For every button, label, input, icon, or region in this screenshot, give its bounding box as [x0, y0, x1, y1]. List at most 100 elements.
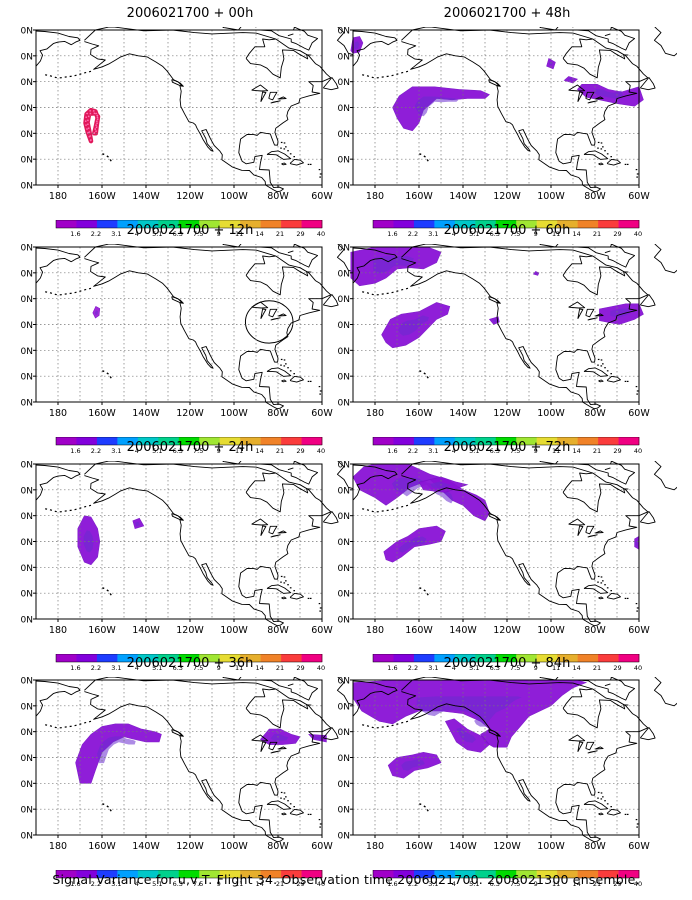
colorbar-label: 14	[572, 447, 580, 455]
lon-label: 140W	[132, 191, 160, 202]
caribbean-island	[597, 147, 599, 149]
colorbar-swatch	[96, 437, 118, 445]
caribbean-island	[283, 576, 286, 578]
caribbean-island	[636, 173, 639, 175]
lat-label: 20N	[337, 156, 350, 166]
colorbar-label: 4	[452, 230, 456, 238]
coastline-island	[266, 584, 292, 594]
coastline-island	[266, 150, 292, 160]
coastline-island	[289, 592, 304, 600]
lat-label: 50N	[337, 728, 350, 738]
great-lake	[268, 91, 278, 101]
caribbean-island	[283, 148, 286, 150]
colorbar-swatch	[516, 437, 537, 445]
great-lake	[278, 746, 287, 750]
colorbar: 1.6 2.2 3.1 4 5.1 6.3 7.5 9 11 14 21 29 40	[372, 654, 642, 672]
colorbar-swatch	[577, 437, 599, 445]
colorbar-frame	[372, 654, 640, 663]
plot-area	[36, 247, 322, 402]
coastline-island	[583, 367, 609, 377]
great-lake	[587, 534, 598, 538]
signal-variance-core	[313, 736, 322, 740]
caribbean-island	[626, 597, 629, 600]
lat-label: 30N	[20, 564, 33, 574]
plot-area	[36, 30, 322, 185]
caribbean-island	[602, 580, 604, 582]
signal-variance-core	[401, 759, 425, 771]
coastline-greenland	[609, 244, 677, 274]
colorbar-swatch	[260, 437, 282, 445]
caribbean-island	[319, 823, 322, 825]
great-lake	[260, 525, 267, 537]
lat-label: 10N	[337, 832, 350, 842]
caribbean-island	[636, 826, 638, 828]
caribbean-island	[307, 163, 310, 166]
lon-label: 160W	[88, 841, 116, 852]
caribbean-island	[309, 380, 312, 383]
lat-label: 10N	[20, 182, 33, 192]
great-lake	[577, 741, 584, 753]
coastline-baffin-inlet	[287, 467, 294, 471]
colorbar-label: 21	[276, 230, 284, 238]
lon-label: 80W	[584, 625, 606, 636]
lon-label: 180	[366, 841, 384, 852]
caribbean-island	[318, 818, 321, 821]
caribbean-island	[610, 373, 612, 375]
colorbar-label: 21	[276, 447, 284, 455]
colorbar-swatch	[178, 437, 200, 445]
colorbar-swatch	[495, 220, 517, 228]
map-12h: 10N 20N 30N 40N 50N 60N 70N 180 160W 140W 120W 100W…	[20, 244, 360, 419]
lat-label: 20N	[337, 806, 350, 816]
colorbar-swatch	[577, 870, 599, 878]
coastline-north-america	[84, 27, 332, 193]
panel-title: 2006021700 + 36h	[126, 656, 254, 671]
map-panel-72h: 2006021700 + 72h 10N 20N 30N 40N 50N 60N 70N 18…	[337, 440, 677, 672]
colorbar-swatch	[516, 654, 537, 662]
colorbar-swatch	[158, 870, 180, 878]
colorbar-swatch	[434, 870, 456, 878]
lon-label: 80W	[267, 625, 289, 636]
colorbar-swatch	[516, 870, 537, 878]
colorbar-swatch	[281, 220, 302, 228]
colorbar-label: 4	[452, 880, 456, 888]
arctic-island	[539, 461, 559, 465]
colorbar-label: 5.1	[152, 447, 162, 455]
lon-label: 60W	[311, 841, 333, 852]
colorbar-swatch	[76, 437, 98, 445]
lat-label: 40N	[20, 538, 33, 548]
hawaiian-islands	[418, 370, 429, 379]
caribbean-island	[610, 156, 612, 158]
caribbean-island	[283, 359, 286, 361]
caribbean-island	[635, 602, 638, 605]
colorbar-label: 1.6	[387, 880, 397, 888]
caribbean-island	[319, 607, 322, 609]
colorbar-label: 29	[613, 230, 621, 238]
lon-label: 120W	[493, 841, 521, 852]
caribbean-island	[283, 365, 286, 367]
caribbean-island	[319, 173, 322, 175]
colorbar-label: 2.2	[91, 880, 101, 888]
colorbar-label: 5.1	[469, 664, 479, 672]
great-lake	[268, 525, 278, 535]
aleutian-islands	[42, 70, 92, 79]
signal-variance-core	[373, 256, 414, 274]
coastline-island	[488, 513, 500, 521]
map-24h: 10N 20N 30N 40N 50N 60N 70N 180 160W 140W 120W 100W…	[20, 461, 360, 636]
signal-variance-core	[567, 77, 574, 81]
colorbar-label: 3.1	[111, 664, 121, 672]
colorbar-swatch	[454, 437, 476, 445]
colorbar-swatch	[516, 220, 537, 228]
great-lake	[251, 301, 269, 309]
lon-label: 140W	[132, 841, 160, 852]
aleutian-islands	[359, 287, 409, 296]
colorbar-swatch	[301, 437, 323, 445]
caribbean-island	[285, 580, 287, 582]
colorbar-label: 7.5	[510, 447, 520, 455]
lat-label: 70N	[20, 244, 33, 254]
colorbar-swatch	[454, 220, 476, 228]
colorbar-swatch	[178, 220, 200, 228]
colorbar-label: 14	[572, 230, 580, 238]
lon-label: 100W	[537, 625, 565, 636]
great-lake	[595, 530, 604, 534]
map-00h: 10N 20N 30N 40N 50N 60N 70N 180 160W 140W 120W 100W…	[20, 27, 360, 202]
